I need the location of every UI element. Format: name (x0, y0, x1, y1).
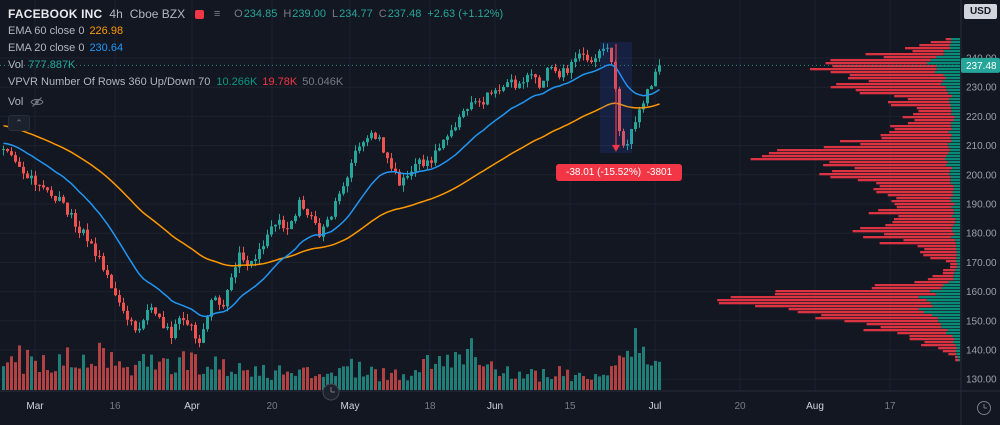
symbol-name[interactable]: FACEBOOK INC (8, 7, 103, 21)
vpvr-up-value: 10.266K (216, 76, 258, 88)
open-label: O (234, 8, 243, 20)
market-status-icon[interactable] (195, 9, 205, 19)
svg-text:210.00: 210.00 (966, 141, 997, 152)
svg-text:237.48: 237.48 (966, 61, 997, 72)
svg-text:Aug: Aug (806, 401, 824, 412)
svg-text:200.00: 200.00 (966, 170, 997, 181)
ema60-value: 226.98 (89, 25, 124, 37)
exchange-label[interactable]: Cboe BZX (129, 7, 186, 21)
vpvr-down-value: 19.78K (262, 76, 298, 88)
svg-text:230.00: 230.00 (966, 83, 997, 94)
svg-text:17: 17 (884, 401, 896, 412)
svg-text:18: 18 (424, 401, 436, 412)
high-value: 239.00 (292, 8, 326, 20)
list-icon[interactable]: ≡ (213, 8, 221, 20)
svg-text:220.00: 220.00 (966, 112, 997, 123)
svg-text:Mar: Mar (26, 401, 44, 412)
ema20-label: EMA 20 close 0 (8, 42, 85, 54)
svg-text:190.00: 190.00 (966, 200, 997, 211)
svg-text:130.00: 130.00 (966, 375, 997, 386)
indicator-ema60[interactable]: EMA 60 close 0 226.98 (8, 23, 503, 39)
timezone-clock-icon[interactable] (977, 401, 991, 415)
close-value: 237.48 (387, 8, 422, 20)
indicator-vpvr[interactable]: VPVR Number Of Rows 360 Up/Down 70 10.26… (8, 74, 503, 90)
volume-value: 777.887K (28, 59, 76, 71)
legend-collapse-button[interactable]: ⌃ (8, 115, 30, 131)
indicator-volume[interactable]: Vol 777.887K (8, 57, 503, 73)
currency-toggle[interactable]: USD (964, 4, 997, 19)
low-label: L (331, 8, 339, 20)
interval-button[interactable]: 4h (109, 7, 123, 21)
svg-text:170.00: 170.00 (966, 258, 997, 269)
vpvr-label: VPVR Number Of Rows 360 Up/Down 70 (8, 76, 211, 88)
svg-text:20: 20 (734, 401, 746, 412)
price-range-label[interactable]: -38.01 (-15.52%) -3801 (556, 164, 683, 181)
svg-text:160.00: 160.00 (966, 287, 997, 298)
change-value: +2.63 (+1.12%) (427, 8, 504, 20)
svg-text:May: May (341, 401, 360, 412)
svg-text:150.00: 150.00 (966, 316, 997, 327)
eye-hidden-icon[interactable] (30, 96, 44, 108)
open-value: 234.85 (243, 8, 278, 20)
close-label: C (378, 8, 387, 20)
indicator-volume-hidden[interactable]: Vol (8, 94, 503, 110)
ema20-value: 230.64 (89, 42, 124, 54)
low-value: 234.77 (339, 8, 373, 20)
symbol-row: FACEBOOK INC 4h Cboe BZX ≡ O 234.85 H 23… (8, 6, 503, 22)
high-label: H (283, 8, 292, 20)
volume-label: Vol (8, 59, 24, 71)
svg-text:15: 15 (564, 401, 576, 412)
svg-text:20: 20 (266, 401, 278, 412)
svg-text:16: 16 (109, 401, 121, 412)
vpvr-total-value: 50.046K (302, 76, 344, 88)
svg-text:180.00: 180.00 (966, 229, 997, 240)
volume2-label: Vol (8, 96, 24, 108)
ema60-label: EMA 60 close 0 (8, 25, 85, 37)
svg-text:Jun: Jun (487, 401, 503, 412)
svg-text:140.00: 140.00 (966, 346, 997, 357)
legend-overlay: FACEBOOK INC 4h Cboe BZX ≡ O 234.85 H 23… (8, 6, 503, 131)
session-clock-icon[interactable] (322, 383, 340, 401)
svg-text:Jul: Jul (649, 401, 662, 412)
svg-text:Apr: Apr (184, 401, 200, 412)
indicator-ema20[interactable]: EMA 20 close 0 230.64 (8, 40, 503, 56)
